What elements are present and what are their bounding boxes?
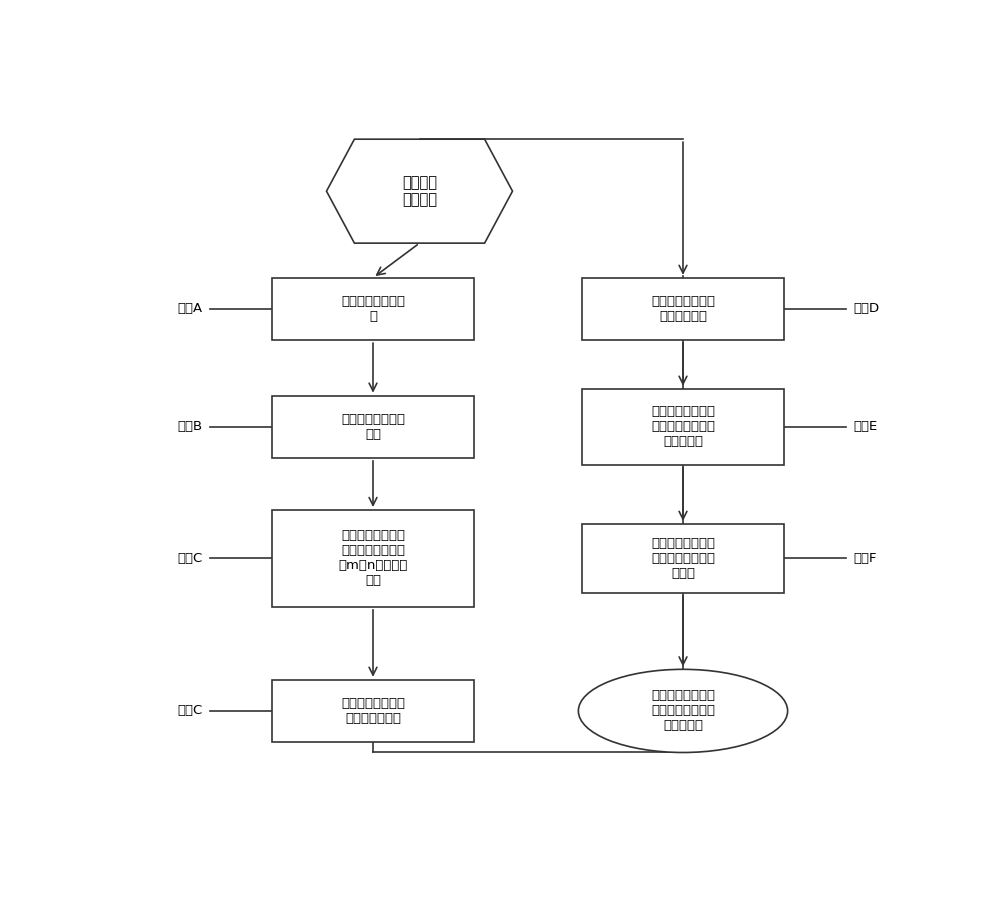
Text: 步骤C: 步骤C [177, 705, 202, 717]
Text: 对拼接的图像进行
均值滤波及图像增
强处理: 对拼接的图像进行 均值滤波及图像增 强处理 [651, 537, 715, 580]
Bar [582, 278, 784, 340]
Text: 拼接清晰度函数值
最大的子区域形成
二维融合图: 拼接清晰度函数值 最大的子区域形成 二维融合图 [651, 405, 715, 448]
Polygon shape [326, 140, 512, 243]
Text: 步骤A: 步骤A [177, 302, 202, 316]
Bar [272, 510, 474, 607]
Text: 计算每个子区域的
清晰度评价函数: 计算每个子区域的 清晰度评价函数 [341, 697, 405, 724]
Text: 得到融合后物体清
晰的二维图及物体
的立体信息: 得到融合后物体清 晰的二维图及物体 的立体信息 [651, 689, 715, 733]
Text: 对采集的图像进行
校准: 对采集的图像进行 校准 [341, 413, 405, 441]
Text: 步骤B: 步骤B [177, 420, 202, 433]
Ellipse shape [578, 670, 788, 752]
Bar [582, 524, 784, 593]
Bar [582, 389, 784, 465]
Text: 步骤E: 步骤E [854, 420, 878, 433]
Bar [272, 396, 474, 458]
Text: 移动相机并采集图
像: 移动相机并采集图 像 [341, 295, 405, 323]
Text: 步骤F: 步骤F [854, 552, 877, 565]
Bar [272, 680, 474, 742]
Bar [272, 278, 474, 340]
Text: 步骤D: 步骤D [854, 302, 880, 316]
Text: 确定相机
初始位置: 确定相机 初始位置 [402, 175, 437, 207]
Text: 确定每个子区域对
应的深度信息: 确定每个子区域对 应的深度信息 [651, 295, 715, 323]
Text: 对校准后的图像进
行区域分割（分割
为m行n列的子区
域）: 对校准后的图像进 行区域分割（分割 为m行n列的子区 域） [338, 529, 408, 588]
Text: 步骤C: 步骤C [177, 552, 202, 565]
